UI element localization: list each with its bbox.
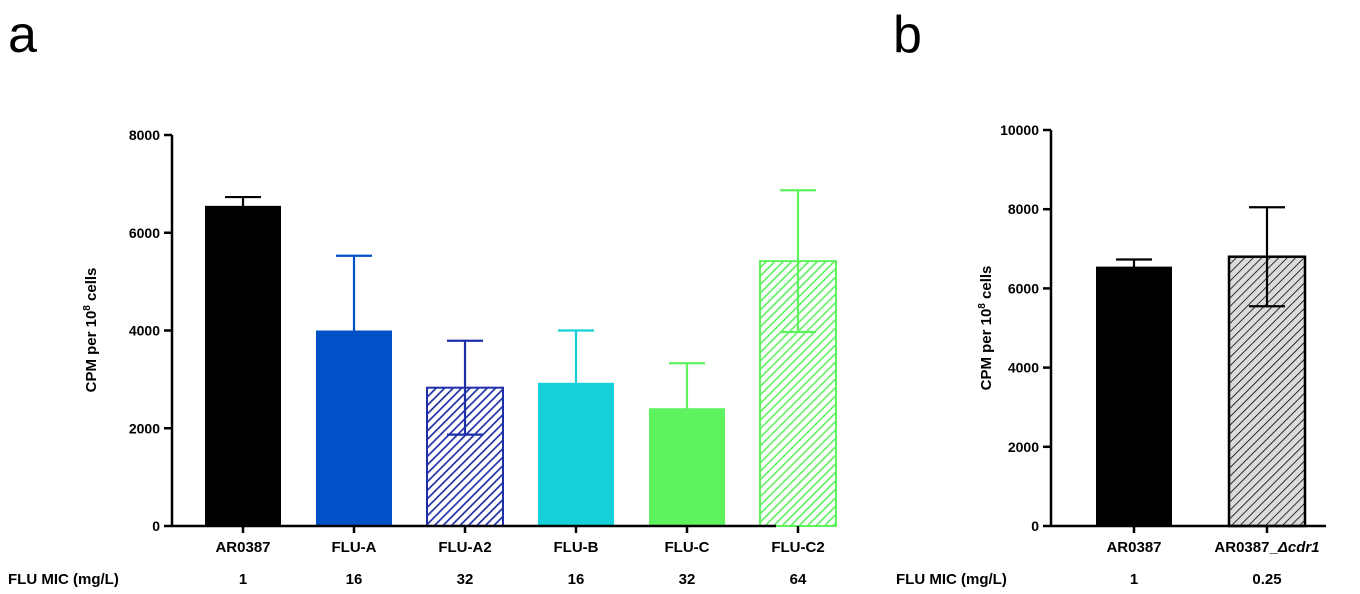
panel-b-mic-row-label: FLU MIC (mg/L) xyxy=(896,571,1007,588)
panel-a-marks xyxy=(205,189,837,533)
panel-b-chart: 0 2000 4000 6000 8000 10000 AR0387 AR0387_Δcdr… xyxy=(896,122,1326,588)
panel-b-letter: b xyxy=(893,6,922,64)
y-tick-label: 0 xyxy=(1031,518,1039,534)
panel-b-category-labels: AR0387 AR0387_Δcdr1 xyxy=(1106,539,1319,556)
panel-b-y-ticks: 0 2000 4000 6000 8000 10000 xyxy=(1000,122,1051,534)
mic-value: 64 xyxy=(790,571,807,588)
y-tick-label: 8000 xyxy=(129,127,160,143)
panel-a-letter: a xyxy=(8,6,37,64)
mic-value: 32 xyxy=(679,571,696,588)
x-category-label: FLU-A xyxy=(332,539,377,556)
y-tick-label: 10000 xyxy=(1000,122,1039,138)
mic-value: 0.25 xyxy=(1252,571,1281,588)
mic-value: 16 xyxy=(568,571,585,588)
panel-a-y-ticks: 0 2000 4000 6000 8000 xyxy=(129,127,172,534)
x-category-label: FLU-A2 xyxy=(438,539,491,556)
panel-b-ylabel-tail: cells xyxy=(978,266,995,304)
panel-a-category-labels: AR0387 FLU-A FLU-A2 FLU-B FLU-C FLU-C2 xyxy=(215,539,824,556)
panel-b-marks xyxy=(1096,206,1307,533)
panel-a-mic-values: 1 16 32 16 32 64 xyxy=(239,571,807,588)
x-category-label: FLU-C xyxy=(665,539,710,556)
panel-a-y-axis-label: CPM per 108 cells xyxy=(82,268,100,393)
y-tick-label: 2000 xyxy=(129,420,160,436)
y-tick-label: 4000 xyxy=(1008,360,1039,376)
mic-value: 1 xyxy=(1130,571,1138,588)
panel-a-mic-row-label: FLU MIC (mg/L) xyxy=(8,571,119,588)
mic-value: 32 xyxy=(457,571,474,588)
x-category-label: FLU-B xyxy=(554,539,599,556)
y-tick-label: 6000 xyxy=(1008,280,1039,296)
mic-value: 16 xyxy=(346,571,363,588)
mic-value: 1 xyxy=(239,571,247,588)
y-tick-label: 0 xyxy=(152,518,160,534)
x-category-label: AR0387 xyxy=(215,539,270,556)
x-category-label: AR0387_Δcdr1 xyxy=(1214,539,1319,556)
panel-b-mic-values: 1 0.25 xyxy=(1130,571,1282,588)
x-category-label: AR0387 xyxy=(1106,539,1161,556)
bar-ar0387 xyxy=(1096,266,1172,526)
panel-b-ylabel-main: CPM per 10 xyxy=(978,309,995,391)
bar-ar0387 xyxy=(205,205,281,526)
panel-b-y-axis-label: CPM per 108 cells xyxy=(977,266,995,391)
panel-b-ylabel-sup: 8 xyxy=(977,303,988,309)
panel-a-chart: 0 2000 4000 6000 8000 AR0387 FLU-A FLU-A2 FLU-B… xyxy=(8,127,837,588)
panel-a-ylabel-main: CPM per 10 xyxy=(83,311,100,393)
x-category-label: FLU-C2 xyxy=(771,539,824,556)
y-tick-label: 4000 xyxy=(129,323,160,339)
y-tick-label: 8000 xyxy=(1008,201,1039,217)
panel-a-ylabel-tail: cells xyxy=(83,268,100,306)
y-tick-label: 6000 xyxy=(129,225,160,241)
y-tick-label: 2000 xyxy=(1008,439,1039,455)
panel-a-ylabel-sup: 8 xyxy=(82,305,93,311)
